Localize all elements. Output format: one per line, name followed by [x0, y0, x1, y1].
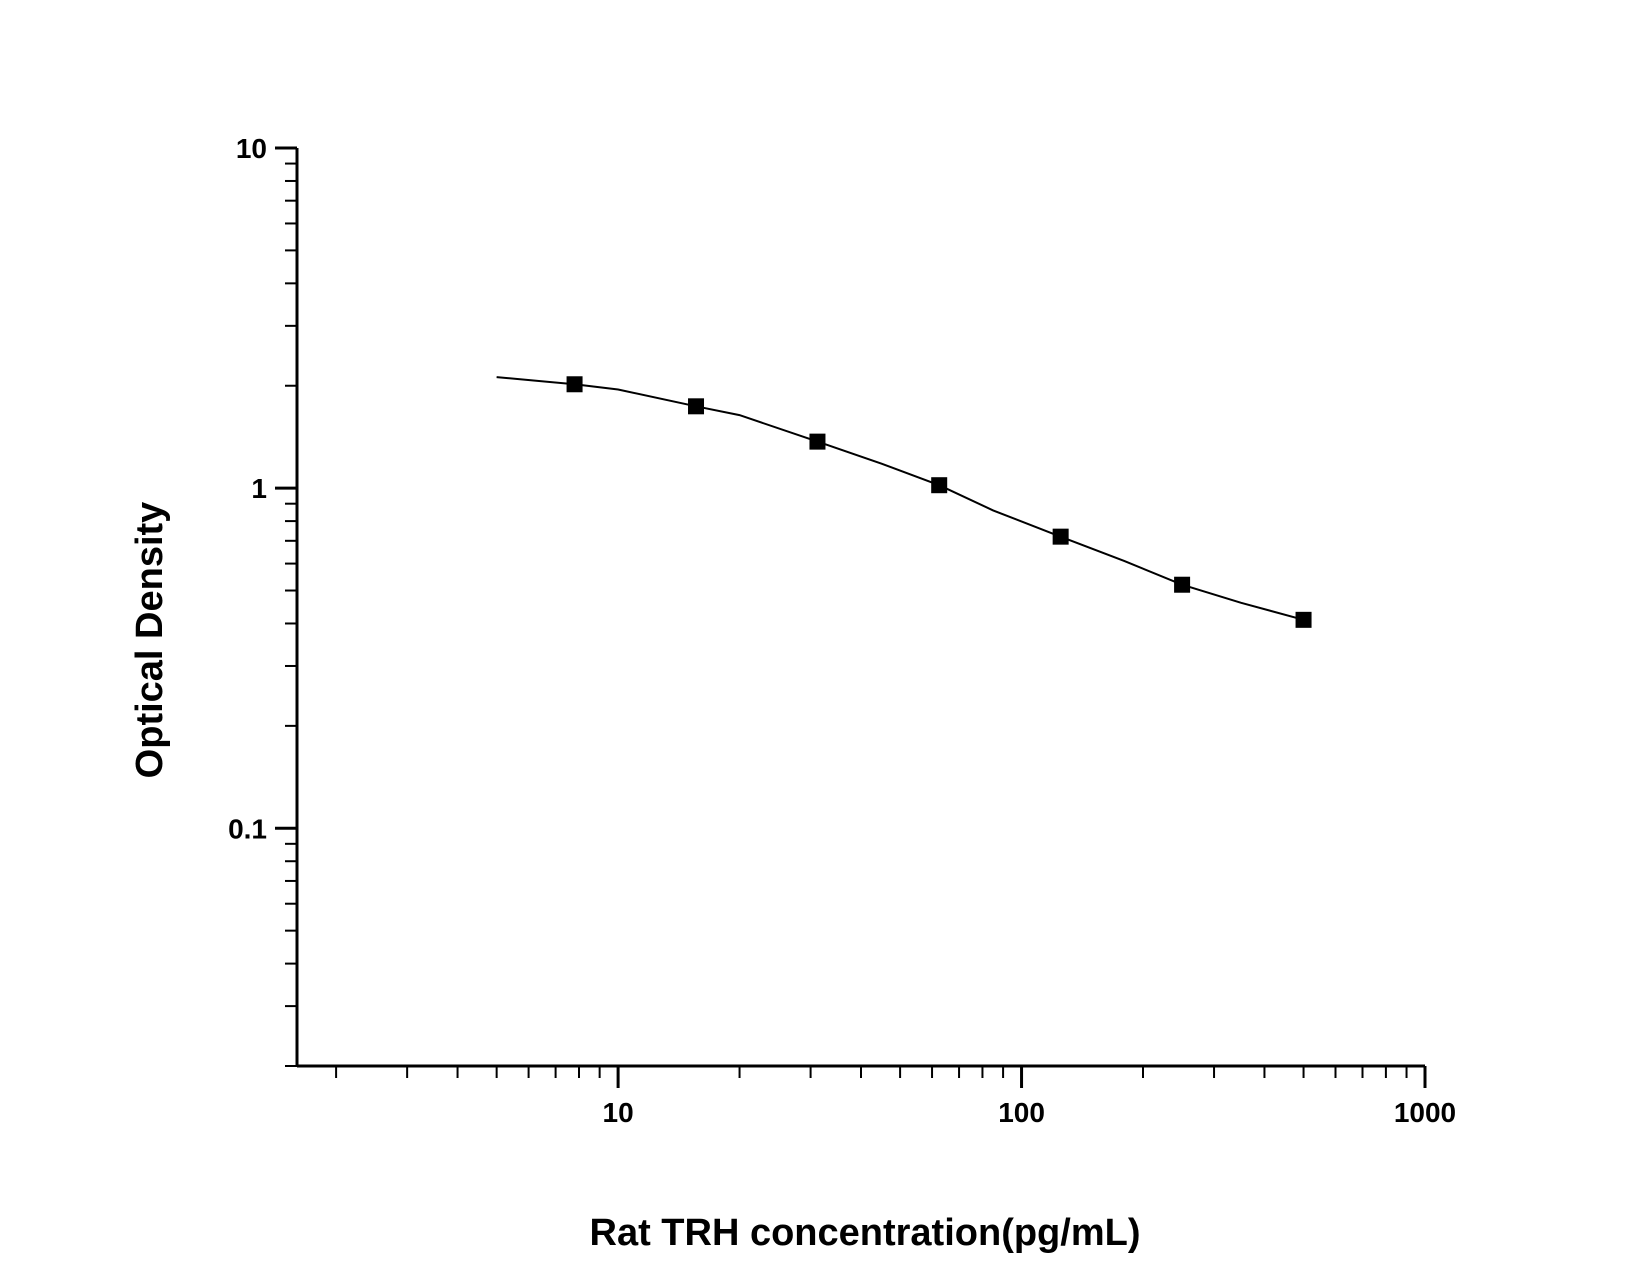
y-tick-label: 1	[251, 473, 267, 504]
data-point	[688, 398, 705, 415]
y-tick-label: 0.1	[228, 813, 267, 844]
x-tick-label: 10	[603, 1097, 634, 1128]
x-tick-label: 100	[998, 1097, 1045, 1128]
axes: 10 100 1000 0.1 1 10	[228, 133, 1456, 1128]
data-point	[931, 477, 948, 494]
data-point	[1174, 576, 1191, 593]
fit-curve	[496, 376, 1304, 621]
fit-curve-layer	[496, 376, 1304, 621]
data-points	[566, 376, 1312, 628]
data-point	[809, 433, 826, 450]
y-axis-title: Optical Density	[129, 502, 171, 779]
x-axis-title: Rat TRH concentration(pg/mL)	[590, 1212, 1141, 1254]
data-point	[566, 376, 583, 393]
data-point	[1295, 611, 1312, 628]
y-tick-label: 10	[236, 133, 267, 164]
data-point	[1052, 528, 1069, 545]
x-tick-label: 1000	[1394, 1097, 1456, 1128]
